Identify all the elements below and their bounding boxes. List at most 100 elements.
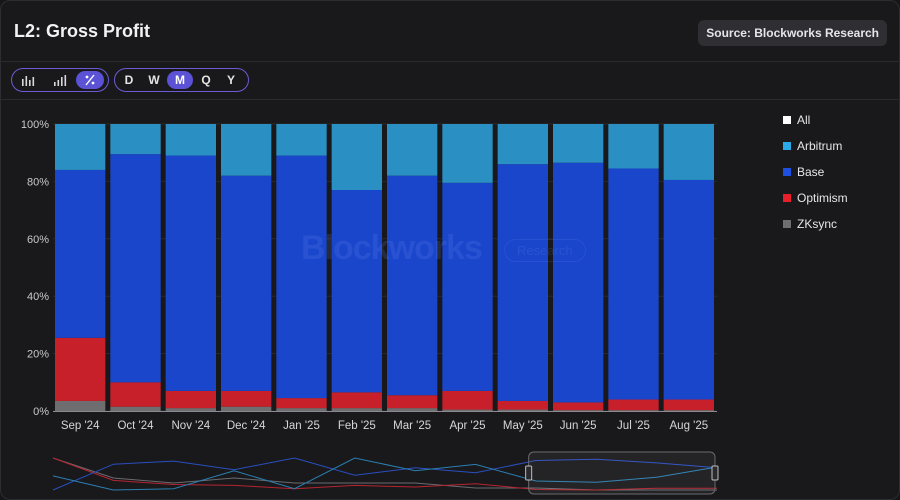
bar-segment-optimism[interactable]	[497, 400, 548, 410]
bar-segment-zksync[interactable]	[331, 408, 382, 411]
range-selection[interactable]	[528, 451, 716, 495]
page-title: L2: Gross Profit	[14, 21, 151, 41]
bar-segment-zksync[interactable]	[442, 409, 493, 411]
bar-segment-base[interactable]	[276, 155, 327, 399]
bar-segment-optimism[interactable]	[553, 402, 604, 411]
range-handle-left[interactable]	[525, 465, 533, 481]
bar-segment-arbitrum[interactable]	[55, 124, 106, 170]
bar-segment-base[interactable]	[331, 190, 382, 393]
x-tick-label: Nov '24	[172, 420, 211, 432]
bar-segment-zksync[interactable]	[663, 410, 714, 411]
panel-header: L2: Gross Profit Source: Blockworks Rese…	[1, 1, 899, 62]
y-tick-label: 0%	[33, 406, 49, 418]
bar-segment-base[interactable]	[553, 162, 604, 403]
bar-segment-base[interactable]	[387, 175, 438, 396]
bar-segment-optimism[interactable]	[55, 337, 106, 401]
x-tick-label: Apr '25	[449, 420, 485, 432]
bar-segment-arbitrum[interactable]	[276, 124, 327, 156]
x-tick-label: Jul '25	[617, 420, 650, 432]
bar-segment-optimism[interactable]	[221, 390, 272, 407]
bar-segment-optimism[interactable]	[663, 399, 714, 411]
chart-toolbar: D W M Q Y	[1, 62, 899, 100]
bar-segment-base[interactable]	[608, 168, 659, 400]
bar-segment-zksync[interactable]	[221, 406, 272, 411]
range-handle-right[interactable]	[711, 465, 719, 481]
legend-swatch	[783, 168, 791, 176]
legend-label: All	[797, 113, 811, 127]
bar-segment-arbitrum[interactable]	[442, 124, 493, 183]
bar-segment-arbitrum[interactable]	[387, 124, 438, 176]
bar-segment-base[interactable]	[55, 169, 106, 338]
bar-segment-base[interactable]	[221, 175, 272, 391]
bar-segment-optimism[interactable]	[387, 395, 438, 409]
bar-segment-arbitrum[interactable]	[165, 124, 216, 156]
y-tick-label: 100%	[21, 119, 49, 131]
bar-segment-optimism[interactable]	[331, 392, 382, 409]
x-tick-label: Sep '24	[61, 420, 100, 432]
legend-swatch	[783, 116, 791, 124]
bar-segment-arbitrum[interactable]	[221, 124, 272, 176]
y-tick-label: 40%	[27, 291, 49, 303]
bar-segment-base[interactable]	[663, 179, 714, 400]
period-button-q[interactable]: Q	[201, 73, 211, 87]
legend-label: Optimism	[797, 191, 848, 205]
bar-segment-optimism[interactable]	[442, 390, 493, 410]
percent-icon	[85, 74, 95, 86]
bar-segment-optimism[interactable]	[110, 382, 161, 407]
bar-segment-base[interactable]	[442, 182, 493, 391]
bar-segment-base[interactable]	[497, 164, 548, 401]
bar-chart-button[interactable]	[14, 71, 42, 89]
bar-segment-zksync[interactable]	[497, 409, 548, 411]
bar-segment-arbitrum[interactable]	[331, 124, 382, 191]
bar-segment-zksync[interactable]	[387, 408, 438, 411]
bar-segment-optimism[interactable]	[608, 399, 659, 411]
bar-segment-arbitrum[interactable]	[110, 124, 161, 155]
period-button-y[interactable]: Y	[226, 73, 235, 87]
bar-segment-zksync[interactable]	[608, 410, 659, 411]
x-tick-label: Oct '24	[117, 420, 154, 432]
y-tick-label: 80%	[27, 176, 49, 188]
bar-segment-zksync[interactable]	[110, 406, 161, 411]
x-tick-label: Feb '25	[338, 420, 376, 432]
period-button-m[interactable]: M	[167, 71, 193, 89]
bar-segment-base[interactable]	[110, 154, 161, 383]
period-button-w[interactable]: W	[148, 73, 160, 87]
bar-segment-zksync[interactable]	[55, 400, 106, 411]
legend-item-zksync[interactable]: ZKsync	[783, 211, 848, 237]
bar-segment-zksync[interactable]	[165, 408, 216, 411]
bar-segment-zksync[interactable]	[553, 410, 604, 411]
bar-segment-optimism[interactable]	[165, 390, 216, 409]
legend-item-arbitrum[interactable]: Arbitrum	[783, 133, 848, 159]
x-tick-label: May '25	[503, 420, 543, 432]
percent-chart-button[interactable]	[76, 71, 104, 89]
bar-segment-arbitrum[interactable]	[663, 124, 714, 180]
range-overview[interactable]	[52, 451, 719, 495]
stacked-bar-chart-button[interactable]	[46, 71, 74, 89]
legend-item-optimism[interactable]: Optimism	[783, 185, 848, 211]
legend-item-all[interactable]: All	[783, 107, 848, 133]
legend-label: Base	[797, 165, 825, 179]
bar-segment-arbitrum[interactable]	[497, 124, 548, 165]
stacked-bar-chart: 0% 20% 40% 60% 80% 100% Sep '24 Oct '24 Nov '24…	[21, 119, 719, 495]
x-tick-label: Jan '25	[283, 420, 320, 432]
period-button-d[interactable]: D	[124, 73, 134, 87]
legend-item-base[interactable]: Base	[783, 159, 848, 185]
bar-chart-icon	[22, 76, 35, 86]
x-tick-label: Jun '25	[560, 420, 597, 432]
legend-label: Arbitrum	[797, 139, 843, 153]
y-tick-label: 20%	[27, 349, 49, 361]
source-badge[interactable]: Source: Blockworks Research	[698, 20, 887, 46]
bar-segment-zksync[interactable]	[276, 408, 327, 411]
bar-segment-base[interactable]	[165, 155, 216, 391]
period-group: D W M Q Y	[114, 68, 249, 92]
bar-segment-arbitrum[interactable]	[553, 124, 604, 163]
chart-type-group	[11, 68, 109, 92]
x-tick-label: Aug '25	[670, 420, 709, 432]
x-tick-label: Mar '25	[393, 420, 431, 432]
legend-swatch	[783, 220, 791, 228]
chart-legend: All Arbitrum Base Optimism ZKsync	[783, 107, 848, 237]
bar-segment-arbitrum[interactable]	[608, 124, 659, 169]
bar-segment-optimism[interactable]	[276, 398, 327, 409]
overview-line-base	[52, 457, 718, 491]
